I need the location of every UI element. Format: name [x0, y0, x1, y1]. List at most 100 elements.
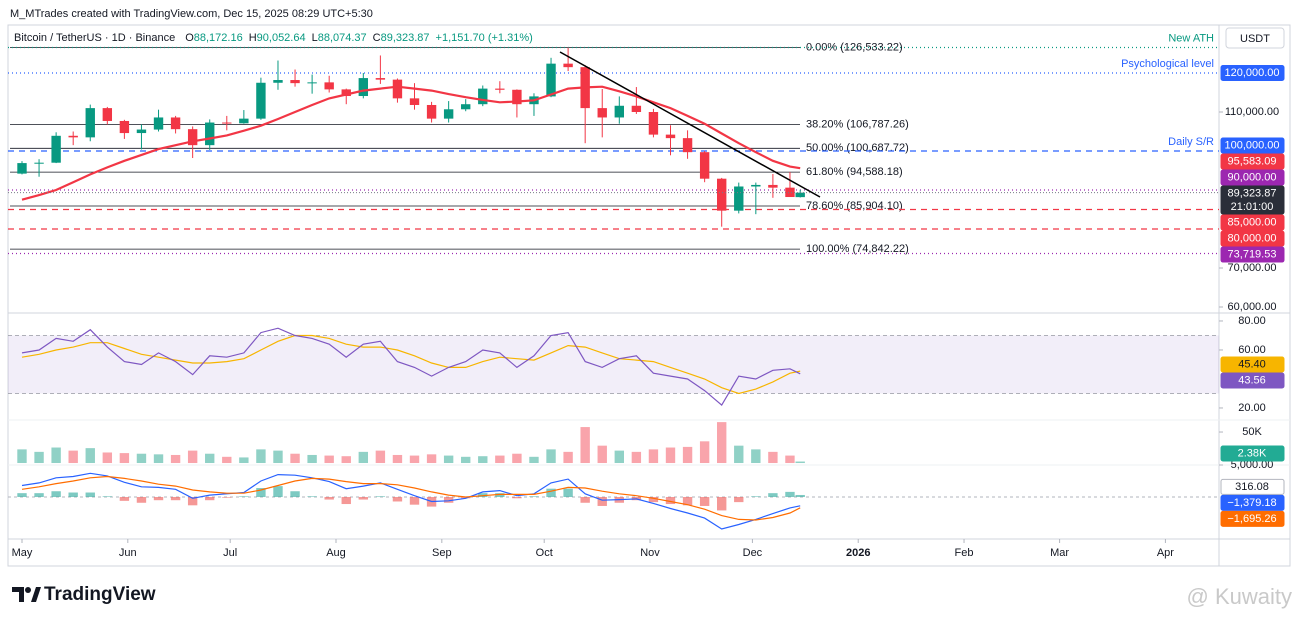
candle-body	[187, 129, 198, 146]
y-tick-label: 5,000.00	[1231, 459, 1274, 471]
candle-body	[795, 192, 805, 198]
fib-label: 61.80% (94,588.18)	[806, 166, 903, 178]
histogram-label: 316.08	[1235, 481, 1269, 493]
candle-body	[68, 135, 78, 138]
histogram-bar	[461, 497, 471, 499]
x-tick-label: Aug	[326, 547, 346, 559]
level-note: Psychological level	[1121, 58, 1214, 70]
moving-average	[21, 85, 801, 201]
candle-body	[768, 184, 778, 188]
candle-body	[205, 122, 215, 146]
candle-body	[409, 98, 420, 105]
histogram-bar	[34, 493, 44, 497]
candle-body	[785, 187, 795, 198]
candle-body	[170, 117, 181, 130]
candle-body	[717, 178, 727, 211]
candle-body	[17, 163, 27, 174]
y-tick-label: 110,000.00	[1225, 106, 1279, 118]
candle-body	[734, 186, 744, 211]
volume-bar	[546, 449, 556, 464]
brand: TradingView	[44, 584, 156, 605]
volume-bar	[631, 451, 642, 464]
histogram-bar	[51, 491, 61, 497]
x-tick-label: Feb	[955, 547, 974, 559]
volume-bar	[290, 453, 300, 464]
volume-bar	[734, 445, 744, 464]
rsi-label-box	[1220, 356, 1285, 373]
volume-bar	[205, 453, 215, 464]
histogram-bar	[648, 497, 659, 503]
volume-bar	[187, 450, 198, 464]
histogram-bar	[375, 496, 386, 497]
volume-bar	[682, 446, 693, 464]
level-note: New ATH	[1168, 32, 1214, 44]
histogram-bar	[68, 492, 78, 497]
histogram-bar	[392, 497, 403, 502]
histogram-bar	[358, 497, 369, 500]
y-tick-label: 50K	[1242, 426, 1262, 438]
currency[interactable]: USDT	[1240, 33, 1270, 45]
candle-body	[273, 80, 283, 83]
histogram-bar	[153, 497, 164, 501]
legend: Bitcoin / TetherUS · 1D · Binance O88,172…	[14, 32, 533, 44]
ma-label: 95,583.09	[1228, 155, 1277, 167]
logo-part	[12, 587, 24, 602]
fib-label: 100.00% (74,842.22)	[806, 243, 909, 255]
histogram-bar	[170, 497, 181, 501]
frame	[7, 24, 1291, 567]
level-label-box	[1220, 230, 1285, 247]
volume-label: 2.38K	[1238, 447, 1267, 459]
x-tick-label: Jun	[119, 547, 137, 559]
histogram-bar	[768, 493, 778, 497]
candle-body	[563, 63, 573, 68]
brand-logo	[12, 587, 41, 602]
x-tick-label: 2026	[846, 547, 870, 559]
volume-bar	[461, 456, 471, 464]
histogram-bar	[682, 497, 693, 506]
candle-body	[85, 108, 95, 138]
volume-bar	[239, 457, 249, 464]
volume-bar	[409, 455, 420, 464]
candle-body	[102, 108, 113, 121]
legend-change: +1,151.70 (+1.31%)	[436, 32, 533, 44]
volume-bar	[614, 450, 624, 464]
x-tick-label: Jul	[223, 547, 237, 559]
x-tick-label: Dec	[743, 547, 763, 559]
volume-bar	[273, 450, 283, 464]
price-label: 89,323.87	[1228, 187, 1277, 199]
histogram-bar	[580, 497, 590, 503]
histogram-bar	[187, 497, 198, 506]
volume-bar	[717, 422, 727, 464]
volume-bar	[648, 449, 659, 464]
volume-bar	[34, 451, 44, 464]
level-label: 73,719.53	[1228, 248, 1277, 260]
volume-bar	[426, 454, 437, 464]
x-tick-label: Apr	[1157, 547, 1174, 559]
volume-bar	[392, 454, 403, 464]
histogram-bar	[341, 497, 351, 505]
volume-bar	[102, 452, 113, 464]
volume-bar	[563, 451, 573, 464]
x-tick-label: Oct	[536, 547, 553, 559]
candle-body	[478, 88, 488, 105]
volume-bar	[85, 448, 95, 464]
histogram-label-box	[1220, 478, 1285, 495]
level-label: 100,000.00	[1224, 139, 1279, 151]
volume-bar	[597, 445, 607, 464]
volume-bar	[307, 454, 317, 464]
volume-bar	[495, 455, 505, 464]
watermark: @ Kuwaity	[1187, 584, 1292, 609]
histogram-bar	[290, 491, 300, 497]
currency-box[interactable]	[1225, 27, 1285, 49]
x-tick-label: Sep	[432, 547, 452, 559]
volume-bar	[119, 453, 130, 464]
level-label: 90,000.00	[1228, 171, 1277, 183]
candle-body	[153, 117, 164, 130]
histogram-bar	[699, 497, 710, 506]
histogram-bar	[512, 497, 522, 499]
level-label-box	[1220, 137, 1285, 154]
rsi-label: 45.40	[1238, 358, 1266, 370]
volume-bar	[699, 441, 710, 464]
volume-bar	[68, 450, 78, 464]
histogram-bar	[785, 491, 795, 497]
